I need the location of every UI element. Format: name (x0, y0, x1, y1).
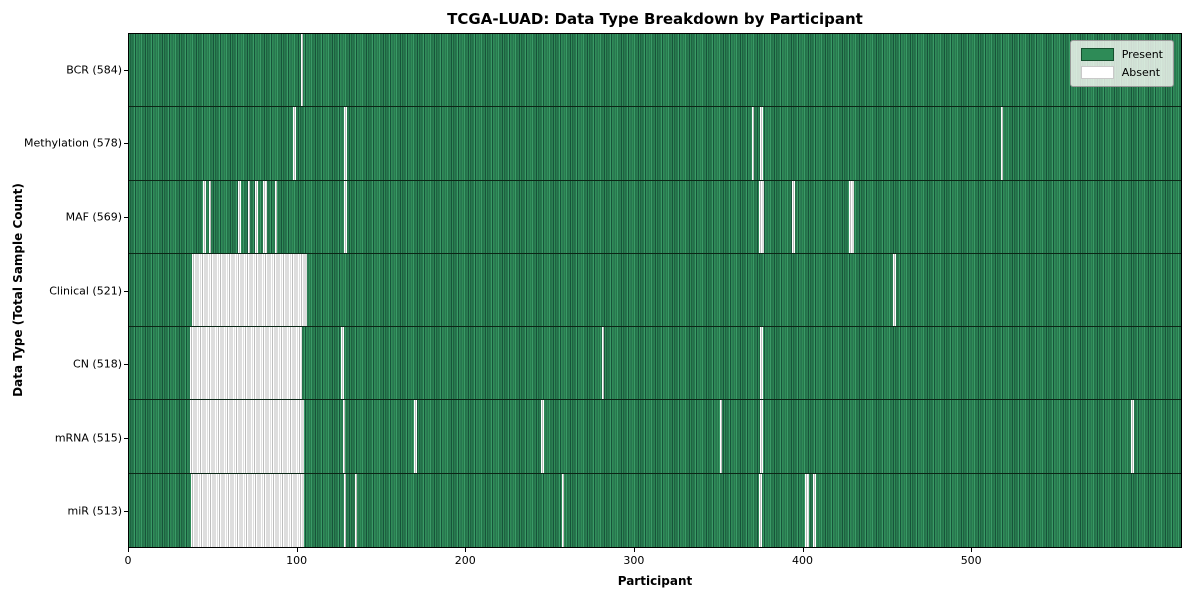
y-tick-label: MAF (569) (65, 210, 122, 224)
data-row-Clinical (129, 253, 1181, 328)
y-tick-mark (124, 437, 128, 439)
absent-segment (342, 400, 346, 473)
y-tick-mark (124, 511, 128, 513)
absent-segment (759, 180, 764, 253)
plot-rows (129, 34, 1181, 547)
plot-area: Present Absent (128, 33, 1182, 548)
x-tick-label: 400 (792, 554, 814, 567)
absent-segment (262, 180, 268, 253)
y-tick-label: BCR (584) (66, 63, 122, 77)
absent-segment (792, 180, 795, 253)
absent-segment (191, 473, 305, 547)
absent-segment (300, 34, 304, 107)
absent-segment (208, 180, 212, 253)
legend-item-present: Present (1080, 48, 1163, 61)
chart-title: TCGA-LUAD: Data Type Breakdown by Partic… (447, 10, 863, 28)
data-row-miR (129, 473, 1181, 547)
absent-segment (344, 180, 347, 253)
absent-segment (719, 400, 723, 473)
x-axis-label: Participant (617, 574, 693, 588)
absent-segment (192, 253, 307, 327)
legend-label: Present (1121, 48, 1163, 61)
y-tick-mark (124, 216, 128, 218)
absent-segment (255, 180, 258, 253)
absent-segment (849, 180, 854, 253)
legend-label: Absent (1121, 66, 1161, 79)
absent-segment (203, 180, 206, 253)
absent-segment (274, 180, 278, 253)
x-tick-label: 200 (454, 554, 476, 567)
x-tick-mark (296, 548, 298, 552)
legend: Present Absent (1069, 40, 1174, 87)
x-tick-label: 0 (124, 554, 132, 567)
absent-segment (813, 473, 816, 547)
absent-segment (751, 107, 755, 180)
y-tick-label: CN (518) (73, 357, 122, 371)
absent-segment (804, 473, 809, 547)
absent-segment (238, 180, 241, 253)
data-row-BCR (129, 34, 1181, 108)
y-tick-mark (124, 69, 128, 71)
legend-swatch-present (1080, 48, 1114, 61)
absent-segment (341, 327, 344, 400)
data-row-Methylation (129, 107, 1181, 181)
absent-segment (759, 473, 762, 547)
y-tick-mark (124, 364, 128, 366)
x-tick-mark (633, 548, 635, 552)
x-tick-mark (971, 548, 973, 552)
absent-segment (247, 180, 251, 253)
x-tick-mark (465, 548, 467, 552)
absent-segment (343, 473, 347, 547)
legend-item-absent: Absent (1080, 66, 1163, 79)
absent-segment (1000, 107, 1004, 180)
y-tick-label: Clinical (521) (49, 284, 122, 297)
y-tick-mark (124, 290, 128, 292)
absent-segment (190, 400, 305, 473)
absent-segment (561, 473, 565, 547)
absent-segment (344, 107, 347, 180)
absent-segment (760, 327, 763, 400)
absent-segment (293, 107, 296, 180)
legend-swatch-absent (1080, 66, 1114, 79)
x-tick-label: 300 (623, 554, 645, 567)
absent-segment (1131, 400, 1134, 473)
data-row-CN (129, 327, 1181, 401)
y-axis-label: Data Type (Total Sample Count) (11, 183, 25, 397)
data-row-MAF (129, 180, 1181, 254)
x-tick-mark (128, 548, 129, 552)
absent-segment (190, 327, 303, 400)
absent-segment (601, 327, 605, 400)
absent-segment (541, 400, 544, 473)
y-tick-label: Methylation (578) (24, 136, 122, 150)
y-tick-label: miR (513) (67, 504, 123, 518)
absent-segment (760, 107, 763, 180)
absent-segment (354, 473, 358, 547)
absent-segment (760, 400, 763, 473)
absent-segment (893, 253, 896, 327)
absent-segment (414, 400, 417, 473)
data-row-mRNA (129, 400, 1181, 474)
x-tick-mark (802, 548, 804, 552)
x-tick-label: 100 (286, 554, 308, 567)
y-tick-label: mRNA (515) (54, 431, 122, 445)
y-tick-mark (124, 143, 128, 145)
x-tick-label: 500 (960, 554, 982, 567)
